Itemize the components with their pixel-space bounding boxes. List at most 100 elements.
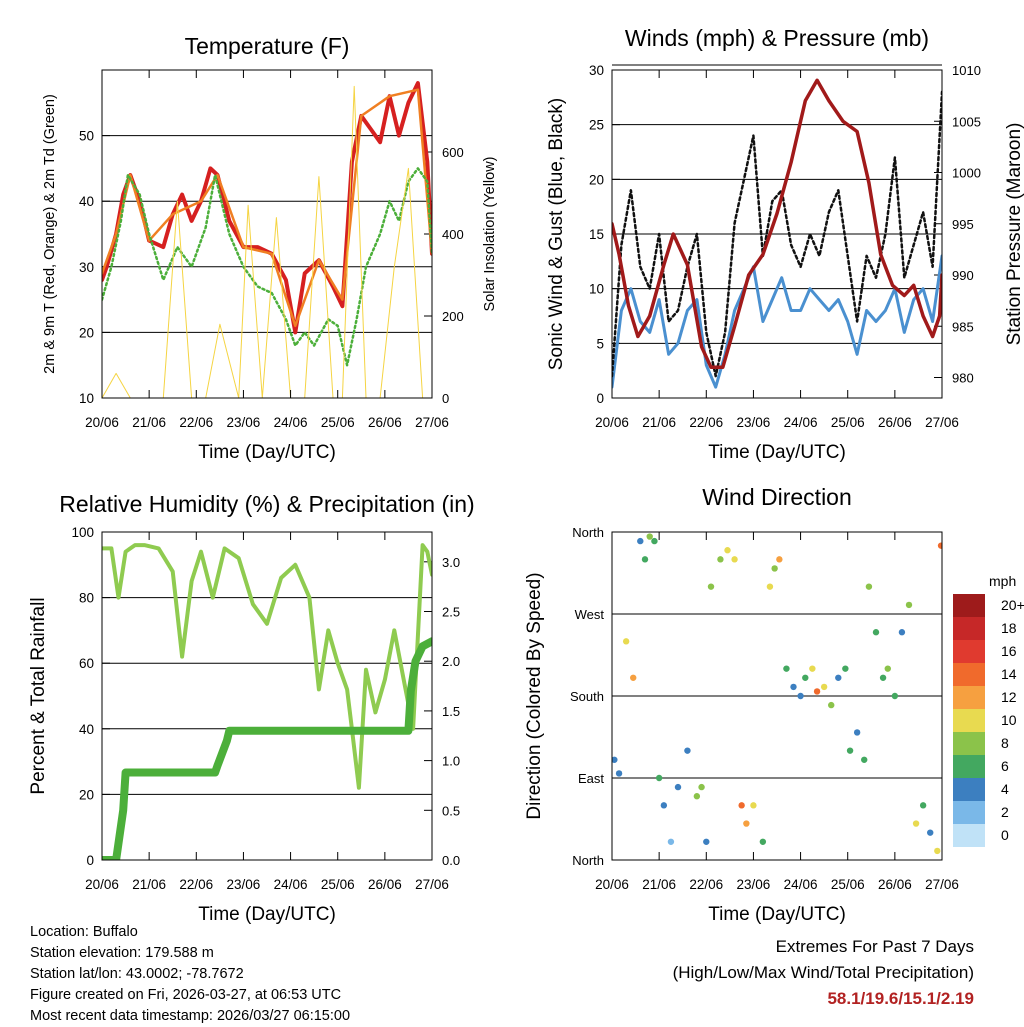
y-tick-label: 20	[79, 325, 94, 340]
x-axis-label: Time (Day/UTC)	[708, 442, 846, 463]
direction-point	[693, 793, 701, 800]
series-line	[102, 637, 432, 860]
series-group	[612, 533, 942, 855]
legend-label: 16	[1001, 643, 1017, 659]
direction-point	[802, 674, 809, 681]
y-right-tick-label: 600	[442, 145, 464, 160]
direction-point	[622, 638, 630, 645]
direction-point	[698, 783, 705, 791]
direction-point	[684, 747, 691, 754]
series-line	[102, 85, 432, 398]
direction-point	[703, 838, 710, 845]
direction-point	[660, 802, 668, 809]
x-tick-label: 25/06	[831, 877, 865, 892]
extremes-box: Extremes For Past 7 Days (High/Low/Max W…	[673, 934, 974, 1012]
x-tick-label: 24/06	[784, 877, 818, 892]
extremes-title: Extremes For Past 7 Days	[775, 937, 974, 956]
panel-title: Relative Humidity (%) & Precipitation (i…	[59, 491, 474, 517]
figure-created: Figure created on Fri, 2026-03-27, at 06…	[30, 987, 342, 1003]
x-tick-label: 25/06	[321, 877, 355, 892]
legend-label: 18	[1001, 620, 1017, 636]
extremes-subtitle: (High/Low/Max Wind/Total Precipitation)	[672, 963, 974, 982]
direction-point	[934, 847, 941, 855]
plot-frame	[101, 69, 433, 399]
x-tick-label: 22/06	[179, 877, 213, 892]
x-tick-label: 21/06	[642, 415, 676, 430]
y-right-tick-label: 995	[952, 217, 974, 232]
direction-point	[776, 556, 783, 563]
y-tick-label: East	[578, 771, 604, 786]
y-right-tick-label: 0.5	[442, 803, 460, 818]
x-tick-label: 21/06	[132, 877, 166, 892]
legend-label: 6	[1001, 758, 1009, 774]
x-tick-label: 22/06	[179, 415, 213, 430]
direction-point	[655, 774, 663, 782]
direction-point	[872, 629, 880, 636]
x-tick-label: 25/06	[321, 415, 355, 430]
y-right-tick-label: 1.0	[442, 754, 460, 769]
direction-point	[783, 665, 790, 672]
legend-label: 14	[1001, 666, 1017, 682]
plot-frame	[611, 69, 943, 399]
direction-point	[707, 583, 715, 590]
direction-point	[846, 747, 854, 754]
x-tick-label: 24/06	[784, 415, 818, 430]
y-axis-label: Sonic Wind & Gust (Blue, Black)	[546, 98, 567, 370]
direction-point	[674, 783, 682, 791]
direction-point	[717, 556, 724, 563]
plot-frame	[101, 531, 433, 861]
y-tick-label: 10	[589, 282, 604, 297]
series-line	[102, 543, 432, 790]
station-latlon: Station lat/lon: 43.0002; -78.7672	[30, 966, 244, 982]
series-line	[102, 88, 432, 328]
x-tick-label: 26/06	[878, 877, 912, 892]
x-tick-label: 24/06	[274, 415, 308, 430]
direction-point	[891, 692, 899, 700]
direction-point	[750, 802, 757, 809]
x-tick-label: 26/06	[878, 415, 912, 430]
x-tick-label: 27/06	[925, 877, 959, 892]
legend-swatch	[953, 686, 985, 709]
x-tick-label: 26/06	[368, 415, 402, 430]
direction-point	[813, 688, 821, 695]
x-tick-label: 23/06	[737, 877, 771, 892]
recent-timestamp: Most recent data timestamp: 2026/03/27 0…	[30, 1008, 351, 1024]
direction-point	[835, 674, 842, 681]
series-group	[612, 78, 942, 389]
direction-point	[738, 802, 745, 809]
station-info: Location: Buffalo Station elevation: 179…	[30, 922, 350, 1027]
y-tick-label: 0	[596, 391, 604, 406]
series-line	[102, 81, 432, 335]
y-right-tick-label: 0	[442, 391, 449, 406]
series-line	[102, 167, 432, 367]
y-tick-label: 20	[79, 787, 94, 802]
legend-swatch	[953, 732, 985, 755]
direction-point	[865, 583, 873, 590]
x-tick-label: 26/06	[368, 877, 402, 892]
series-group	[102, 543, 432, 860]
direction-point	[630, 674, 637, 681]
y-right-tick-label: 1010	[952, 63, 981, 78]
y-axis-label: Percent & Total Rainfall	[28, 597, 49, 794]
direction-point	[731, 556, 738, 563]
x-tick-label: 27/06	[415, 415, 449, 430]
y-right-tick-label: 400	[442, 227, 464, 242]
y-right-tick-label: 200	[442, 309, 464, 324]
station-location: Location: Buffalo	[30, 924, 138, 940]
legend-swatch	[953, 755, 985, 778]
y-right-tick-label: 1005	[952, 114, 981, 129]
panel-title: Winds (mph) & Pressure (mb)	[625, 25, 929, 51]
y-tick-label: 15	[589, 227, 604, 242]
panel-title: Wind Direction	[702, 484, 852, 510]
legend-swatch	[953, 778, 985, 801]
extremes-values: 58.1/19.6/15.1/2.19	[827, 989, 974, 1008]
y-right-tick-label: 980	[952, 371, 974, 386]
y-tick-label: North	[572, 853, 604, 868]
x-tick-label: 24/06	[274, 877, 308, 892]
x-tick-label: 20/06	[85, 415, 119, 430]
x-tick-label: 20/06	[85, 877, 119, 892]
direction-point	[861, 756, 868, 763]
direction-point	[790, 683, 797, 691]
legend-label: 4	[1001, 781, 1009, 797]
y-right-tick-label: 1.5	[442, 704, 460, 719]
